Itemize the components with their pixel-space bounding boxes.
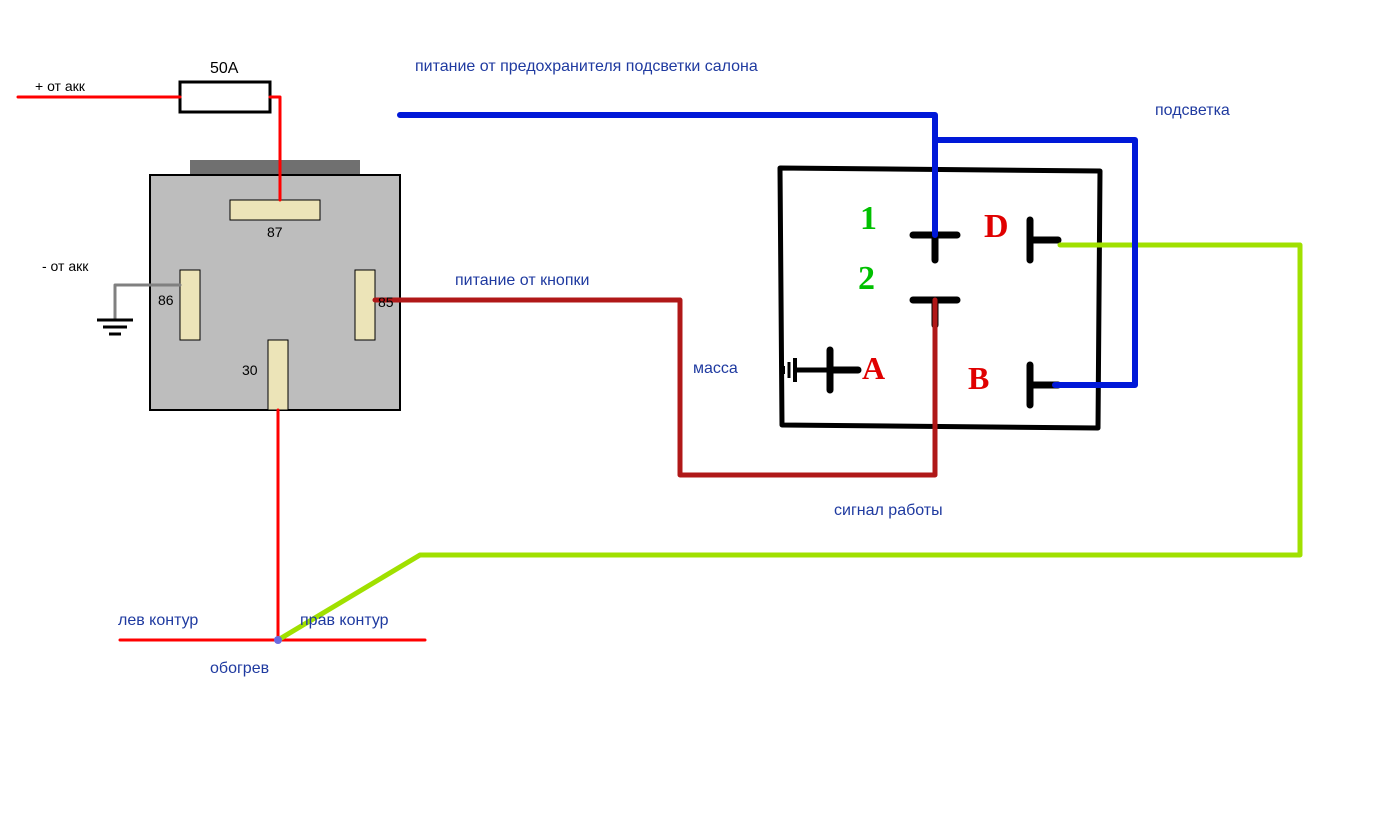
relay-pin-30 — [268, 340, 288, 410]
pin-86-label: 86 — [158, 292, 174, 308]
pin-30-label: 30 — [242, 362, 258, 378]
wiring-diagram — [0, 0, 1377, 833]
right-contour-label: прав контур — [300, 612, 389, 630]
plus-batt-label: + от акк — [35, 78, 85, 94]
wire-blue-backlight — [935, 140, 1135, 385]
button-power-label: питание от кнопки — [455, 272, 589, 290]
pin-1-label: 1 — [860, 200, 877, 238]
signal-label: сигнал работы — [834, 502, 943, 520]
heating-label: обогрев — [210, 660, 269, 678]
fuse-label: 50A — [210, 60, 238, 78]
backlight-label: подсветка — [1155, 102, 1230, 120]
pin-B-label: B — [968, 360, 989, 397]
relay-pin-87 — [230, 200, 320, 220]
pin-87-label: 87 — [267, 224, 283, 240]
fuse-power-label: питание от предохранителя подсветки сало… — [415, 58, 758, 76]
junction-heating — [274, 636, 282, 644]
pin-A-label: A — [862, 350, 885, 387]
pin-2-label: 2 — [858, 260, 875, 298]
left-contour-label: лев контур — [118, 612, 198, 630]
wire-blue-power — [400, 115, 935, 235]
relay-pin-85 — [355, 270, 375, 340]
minus-batt-label: - от акк — [42, 258, 88, 274]
pin-85-label: 85 — [378, 294, 394, 310]
pin-D-label: D — [984, 208, 1009, 246]
fuse-box — [180, 82, 270, 112]
wire-darkred-button — [375, 300, 935, 475]
relay-pin-86 — [180, 270, 200, 340]
wire-green-signal — [278, 245, 1300, 640]
mass-label: масса — [693, 360, 738, 378]
